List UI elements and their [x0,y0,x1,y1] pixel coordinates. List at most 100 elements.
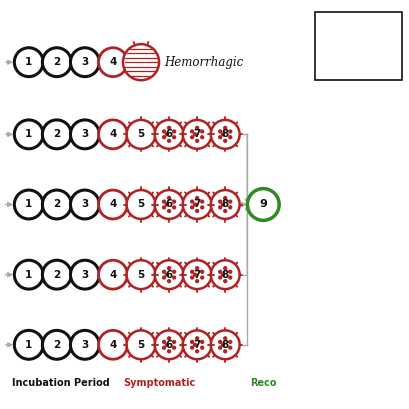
Text: 5: 5 [137,200,145,209]
Text: Symptomatic: Symptomatic [123,378,195,388]
Circle shape [163,136,166,139]
Text: 2: 2 [53,270,61,280]
Circle shape [163,206,166,209]
Circle shape [193,344,196,346]
Circle shape [168,280,171,283]
Circle shape [196,209,199,212]
Text: 4: 4 [109,200,117,209]
Circle shape [166,203,169,206]
Text: 6: 6 [166,200,173,209]
Circle shape [163,340,166,344]
Circle shape [339,65,341,67]
Circle shape [14,260,43,289]
Circle shape [155,120,184,149]
Circle shape [191,200,193,203]
Circle shape [173,130,175,133]
Text: Hemorrhagic: Hemorrhagic [164,56,243,69]
Circle shape [219,270,222,273]
Circle shape [219,130,222,133]
Text: 2: 2 [53,129,61,139]
Circle shape [211,120,240,149]
Text: 3: 3 [81,200,88,209]
Circle shape [70,330,99,359]
Circle shape [168,197,171,200]
Circle shape [201,136,204,139]
Text: 3: 3 [81,129,88,139]
Circle shape [193,133,196,136]
Text: 3: 3 [81,340,88,350]
Text: 8: 8 [222,200,229,209]
Text: 8: 8 [222,129,229,139]
Circle shape [222,203,225,206]
Circle shape [163,346,166,349]
Circle shape [127,330,155,359]
Circle shape [201,346,204,349]
Text: 7: 7 [193,340,201,350]
Text: 6: 6 [166,340,173,350]
Circle shape [127,120,155,149]
Text: 1: 1 [25,340,32,350]
Circle shape [70,190,99,219]
Circle shape [229,200,232,203]
Text: 3: 3 [81,270,88,280]
Circle shape [43,190,71,219]
Circle shape [163,270,166,273]
Circle shape [342,62,344,64]
Circle shape [173,346,175,349]
Circle shape [222,273,225,276]
Circle shape [168,139,171,142]
Text: 4: 4 [109,57,117,67]
Text: Incubation Period: Incubation Period [12,378,110,388]
Circle shape [224,350,227,353]
Circle shape [43,120,71,149]
Circle shape [127,260,155,289]
Circle shape [123,44,159,80]
Circle shape [155,190,184,219]
Circle shape [173,270,175,273]
Text: 7: 7 [193,270,201,280]
Text: 5: 5 [137,340,145,350]
FancyBboxPatch shape [315,12,402,80]
Circle shape [155,260,184,289]
Circle shape [163,200,166,203]
Circle shape [99,330,127,359]
Circle shape [173,200,175,203]
Circle shape [163,130,166,133]
Text: 4: 4 [109,129,117,139]
Circle shape [348,22,369,43]
Circle shape [224,267,227,270]
Circle shape [211,330,240,359]
Text: 7: 7 [193,129,201,139]
Text: 4: 4 [109,340,117,350]
Circle shape [43,48,71,76]
Circle shape [183,120,211,149]
Circle shape [196,139,199,142]
Circle shape [99,48,127,76]
Circle shape [366,50,388,72]
Circle shape [99,120,127,149]
Circle shape [224,126,227,129]
Circle shape [219,346,222,349]
Text: 7: 7 [193,200,201,209]
Circle shape [191,270,193,273]
Circle shape [191,276,193,279]
Circle shape [224,197,227,200]
Text: 2: 2 [53,200,61,209]
Circle shape [219,206,222,209]
Text: 9: 9 [259,200,267,209]
Circle shape [183,260,211,289]
Circle shape [163,276,166,279]
Circle shape [196,197,199,200]
Circle shape [193,203,196,206]
Circle shape [168,126,171,129]
Circle shape [191,136,193,139]
Circle shape [201,200,204,203]
Circle shape [168,350,171,353]
Circle shape [229,346,232,349]
Circle shape [99,190,127,219]
Text: 2: 2 [53,340,61,350]
Circle shape [191,346,193,349]
Text: 1: 1 [25,129,32,139]
Circle shape [196,267,199,270]
Circle shape [14,190,43,219]
